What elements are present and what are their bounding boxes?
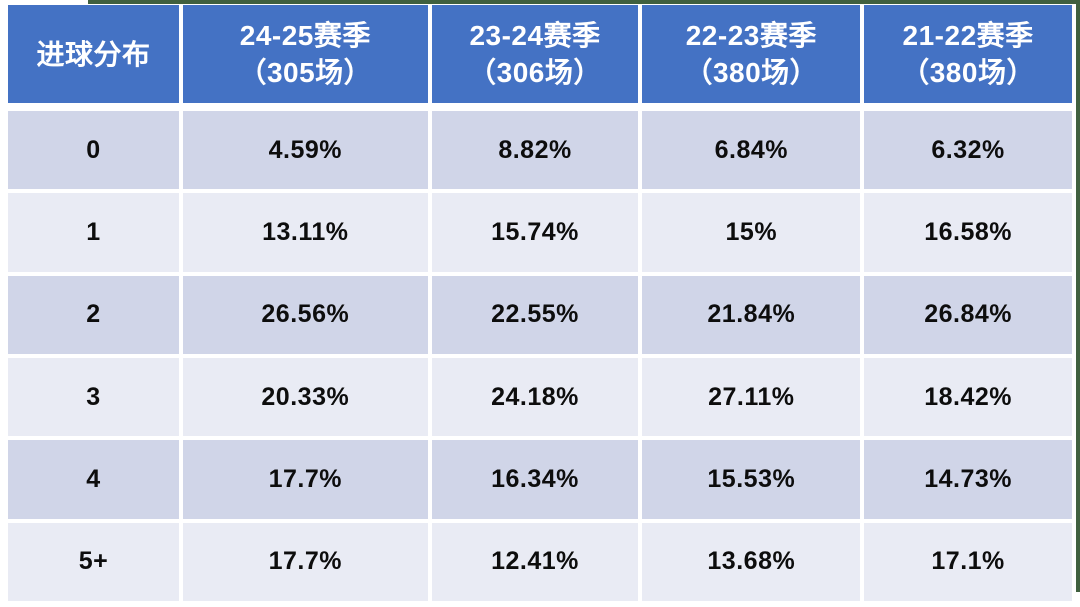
value-cell: 8.82% [431,111,639,190]
season-matches: （306场） [468,57,602,88]
value-cell: 18.42% [864,358,1072,437]
value-cell: 27.11% [642,358,861,437]
header-season-21-22: 21-22赛季 （380场） [864,5,1072,107]
value-cell: 15.53% [642,440,861,519]
value-cell: 13.11% [183,193,428,272]
value-cell: 15% [642,193,861,272]
value-cell: 24.18% [431,358,639,437]
value-cell: 16.34% [431,440,639,519]
row-goals-label: 3 [8,358,180,437]
value-cell: 17.7% [183,522,428,601]
header-label: 进球分布 [36,38,151,70]
season-matches: （305场） [238,57,373,88]
value-cell: 6.84% [642,111,861,190]
row-goals-label: 2 [8,275,180,354]
right-edge-artifact [1076,0,1080,592]
value-cell: 17.7% [183,440,428,519]
top-edge-artifact [88,0,1080,4]
value-cell: 13.68% [642,522,861,601]
value-cell: 22.55% [431,275,639,354]
value-cell: 6.32% [864,111,1072,190]
season-name: 22-23赛季 [685,20,817,51]
value-cell: 16.58% [864,193,1072,272]
value-cell: 26.84% [864,275,1072,354]
row-goals-label: 0 [8,111,180,190]
value-cell: 21.84% [642,275,861,354]
row-goals-label: 5+ [8,522,180,601]
season-matches: （380场） [684,57,819,88]
goals-distribution-table: 进球分布 24-25赛季 （305场） 23-24赛季 （306场） 22-23… [8,5,1072,601]
header-season-23-24: 23-24赛季 （306场） [431,5,639,107]
row-goals-label: 1 [8,193,180,272]
value-cell: 20.33% [183,358,428,437]
value-cell: 26.56% [183,275,428,354]
row-goals-label: 4 [8,440,180,519]
value-cell: 4.59% [183,111,428,190]
value-cell: 14.73% [864,440,1072,519]
value-cell: 12.41% [431,522,639,601]
season-name: 23-24赛季 [469,20,601,51]
header-season-22-23: 22-23赛季 （380场） [642,5,861,107]
season-name: 21-22赛季 [902,20,1034,51]
value-cell: 17.1% [864,522,1072,601]
season-matches: （380场） [901,57,1035,88]
season-name: 24-25赛季 [239,20,371,51]
value-cell: 15.74% [431,193,639,272]
header-goal-distribution: 进球分布 [8,5,180,107]
header-season-24-25: 24-25赛季 （305场） [183,5,428,107]
